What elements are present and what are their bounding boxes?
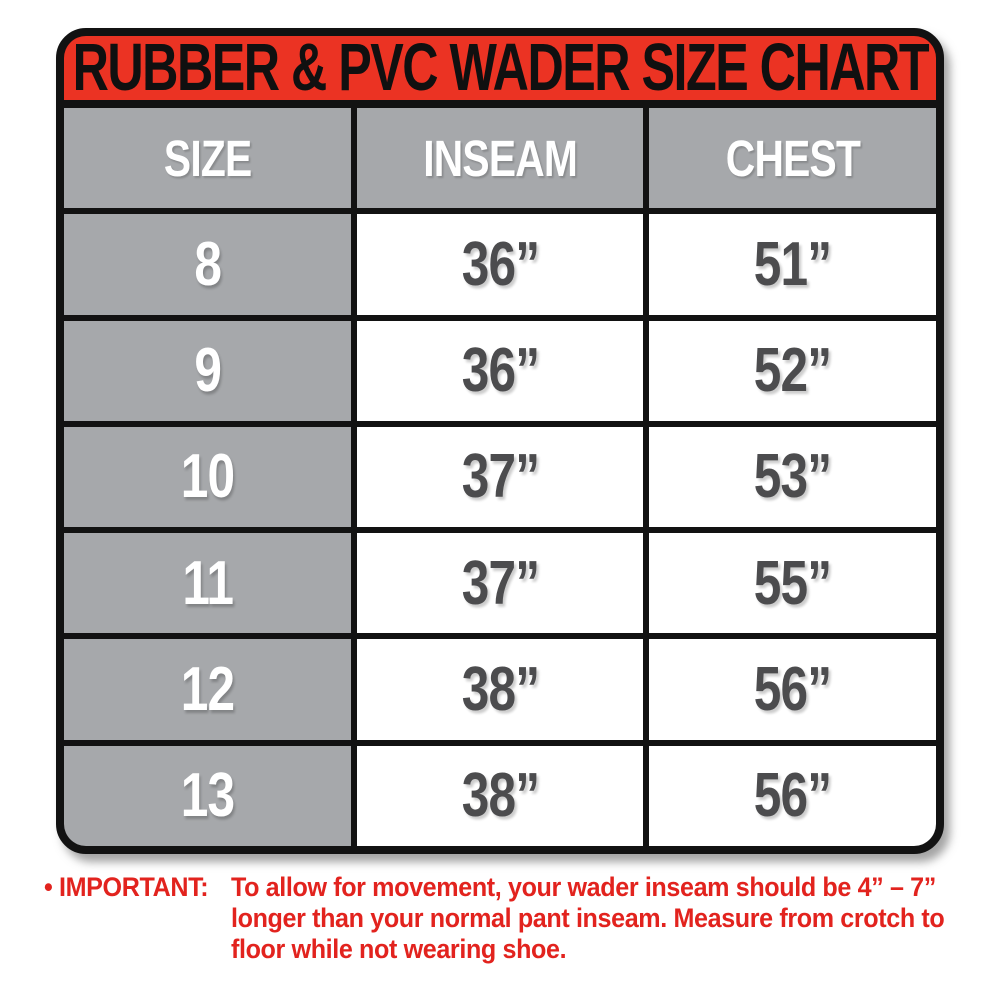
size-value: 9	[193, 336, 222, 406]
size-value: 12	[180, 655, 235, 725]
column-header-inseam-label: INSEAM	[423, 129, 578, 187]
column-header-size-label: SIZE	[163, 129, 252, 187]
cell-size-row1: 8	[64, 214, 351, 315]
chest-value: 55”	[753, 548, 832, 618]
cell-inseam-row3: 37”	[356, 426, 644, 528]
cell-size-row6: 13	[64, 745, 351, 846]
cell-size-row3: 10	[64, 426, 351, 528]
column-header-chest: CHEST	[649, 108, 936, 209]
inseam-value: 37”	[461, 442, 539, 512]
inseam-value: 36”	[461, 336, 539, 406]
column-header-chest-label: CHEST	[725, 129, 861, 187]
cell-chest-row6: 56”	[649, 745, 936, 846]
cell-inseam-row5: 38”	[356, 639, 644, 740]
size-value: 11	[181, 548, 234, 618]
size-chart: RUBBER & PVC WADER SIZE CHART SIZE INSEA…	[56, 28, 944, 854]
important-note-line: To allow for movement, your wader inseam…	[230, 872, 936, 902]
important-note: • IMPORTANT: To allow for movement, your…	[44, 872, 974, 965]
chest-value: 52”	[753, 336, 832, 406]
chest-value: 56”	[753, 761, 832, 831]
cell-inseam-row4: 37”	[356, 533, 644, 634]
cell-inseam-row6: 38”	[356, 745, 644, 846]
important-note-text: To allow for movement, your wader inseam…	[231, 872, 998, 965]
inseam-value: 38”	[461, 761, 539, 831]
important-note-line: floor while not wearing shoe.	[230, 934, 567, 964]
size-value: 10	[180, 442, 235, 512]
size-table: SIZE INSEAM CHEST 8 36” 51” 9	[64, 108, 936, 846]
inseam-value: 36”	[461, 229, 539, 299]
cell-size-row4: 11	[64, 533, 351, 634]
chest-value: 51”	[753, 229, 832, 299]
cell-inseam-row2: 36”	[356, 320, 644, 421]
cell-size-row5: 12	[64, 639, 351, 740]
chart-title: RUBBER & PVC WADER SIZE CHART	[72, 30, 929, 105]
inseam-value: 38”	[461, 655, 539, 725]
cell-chest-row5: 56”	[649, 639, 936, 740]
cell-chest-row1: 51”	[649, 214, 936, 315]
size-value: 8	[193, 229, 222, 299]
column-header-inseam: INSEAM	[356, 108, 644, 209]
important-note-line: longer than your normal pant inseam. Mea…	[230, 903, 945, 933]
important-note-label: • IMPORTANT:	[44, 872, 209, 902]
cell-chest-row3: 53”	[649, 426, 936, 528]
size-value: 13	[180, 761, 235, 831]
cell-size-row2: 9	[64, 320, 351, 421]
inseam-value: 37”	[461, 548, 539, 618]
cell-chest-row2: 52”	[649, 320, 936, 421]
chest-value: 53”	[753, 442, 832, 512]
chest-value: 56”	[753, 655, 832, 725]
chart-title-bar: RUBBER & PVC WADER SIZE CHART	[64, 36, 936, 108]
cell-inseam-row1: 36”	[356, 214, 644, 315]
column-header-size: SIZE	[64, 108, 351, 209]
cell-chest-row4: 55”	[649, 533, 936, 634]
